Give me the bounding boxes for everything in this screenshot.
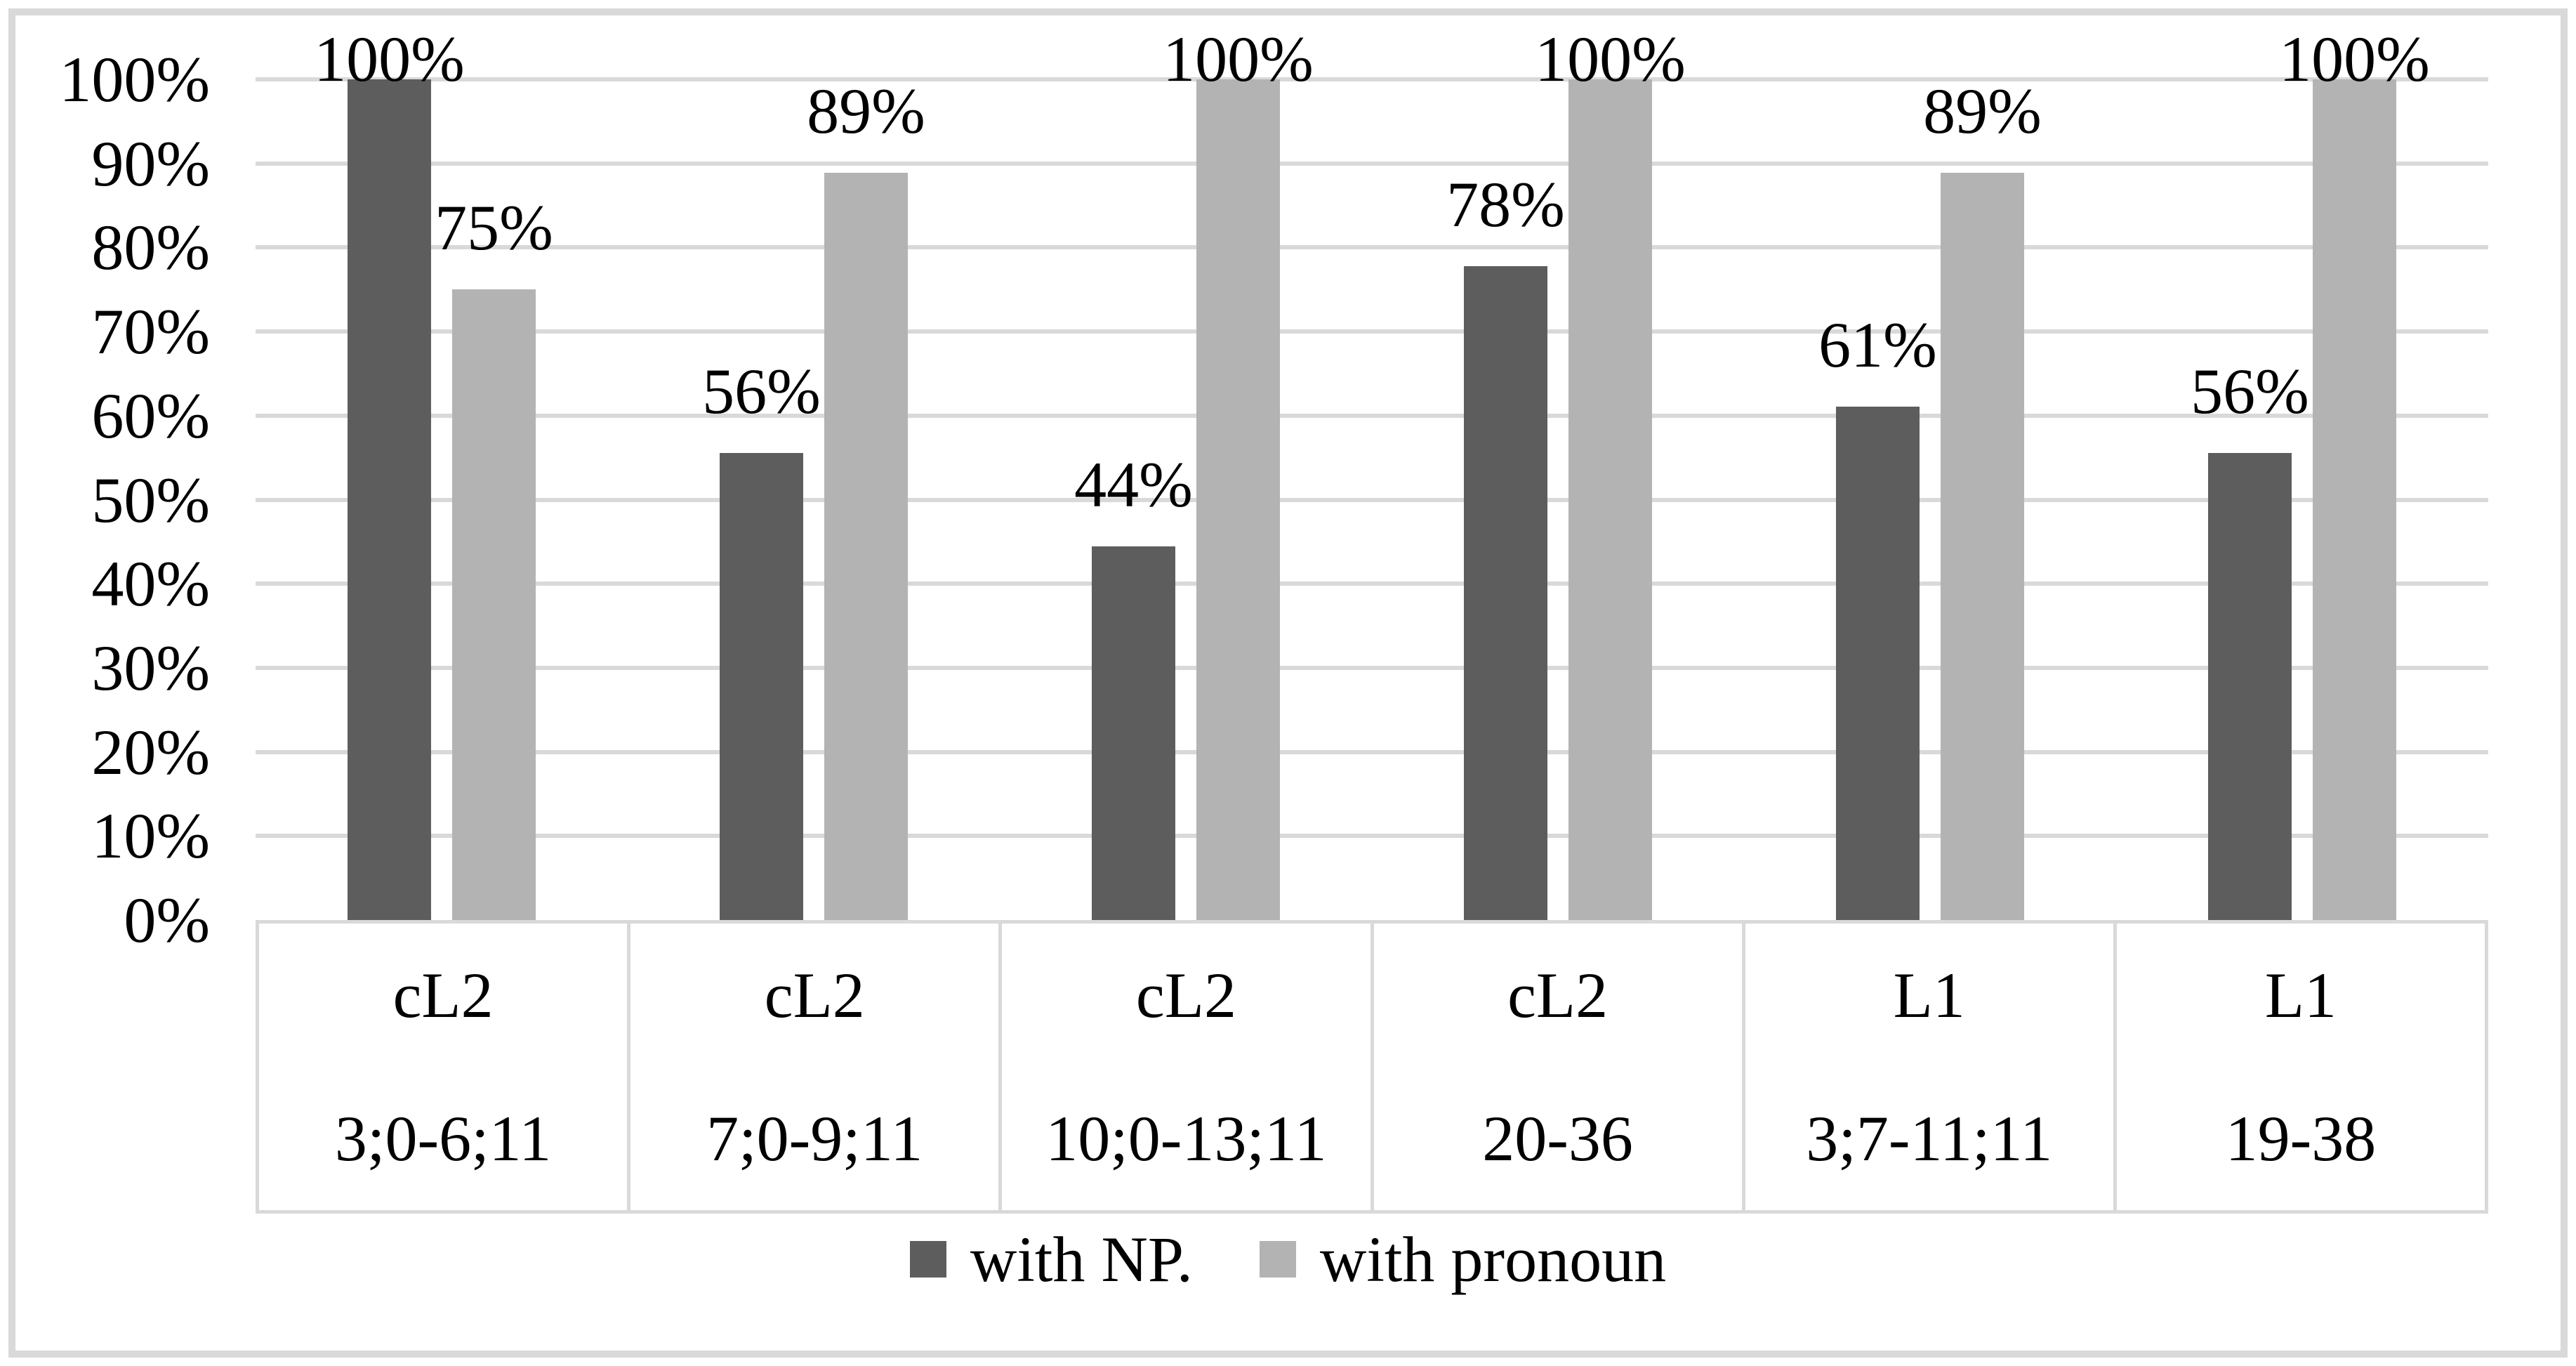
- category-cell-group2: cL2 7;0-9;11: [630, 924, 1003, 1210]
- category-age-range-label: 19-38: [2225, 1103, 2377, 1174]
- data-label: 100%: [1163, 23, 1314, 95]
- category-age-range-label: 3;7-11;11: [1806, 1103, 2053, 1174]
- category-age-range-label: 20-36: [1482, 1103, 1633, 1174]
- category-cell-group5: L1 3;7-11;11: [1745, 924, 2117, 1210]
- y-tick-label: 90%: [91, 127, 210, 199]
- gridline: [256, 582, 2488, 586]
- data-label: 100%: [314, 23, 465, 95]
- bar-np-group6: [2208, 452, 2292, 920]
- data-label: 100%: [2279, 23, 2430, 95]
- bar-pronoun-group5: [1941, 173, 2024, 920]
- plot-area: 100% 75% 56% 89% 44% 100% 78% 100% 61% 89% 56% 100%: [256, 27, 2488, 920]
- category-age-range-label: 10;0-13;11: [1045, 1103, 1327, 1174]
- gridline: [256, 497, 2488, 502]
- gridline: [256, 665, 2488, 670]
- category-cell-group1: cL2 3;0-6;11: [259, 924, 631, 1210]
- category-cell-group3: cL2 10;0-13;11: [1002, 924, 1374, 1210]
- y-axis: 100% 90% 80% 70% 60% 50% 40% 30% 20% 10% 0%: [15, 15, 210, 1351]
- gridline: [256, 77, 2488, 81]
- category-axis: cL2 3;0-6;11 cL2 7;0-9;11 cL2 10;0-13;11 cL2 20…: [256, 920, 2488, 1214]
- bar-pronoun-group1: [452, 289, 536, 920]
- legend-label: with pronoun: [1319, 1223, 1667, 1295]
- bar-np-group3: [1092, 546, 1175, 920]
- category-age-range-label: 3;0-6;11: [334, 1103, 552, 1174]
- legend-item-with-pronoun: with pronoun: [1259, 1223, 1667, 1295]
- legend-swatch-icon: [1259, 1241, 1296, 1278]
- data-label: 56%: [2191, 355, 2309, 427]
- y-tick-label: 100%: [59, 44, 210, 115]
- y-tick-label: 10%: [91, 800, 210, 872]
- category-cell-group6: L1 19-38: [2117, 924, 2485, 1210]
- data-label: 78%: [1446, 168, 1565, 240]
- category-group-label: L1: [1893, 959, 1965, 1031]
- category-group-label: cL2: [1507, 959, 1609, 1031]
- y-tick-label: 80%: [91, 211, 210, 284]
- category-age-range-label: 7;0-9;11: [706, 1103, 923, 1174]
- gridline: [256, 834, 2488, 839]
- category-group-label: L1: [2264, 959, 2337, 1031]
- data-label: 56%: [702, 355, 821, 427]
- gridline: [256, 413, 2488, 418]
- gridline: [256, 329, 2488, 334]
- gridline: [256, 749, 2488, 754]
- bar-np-group2: [720, 452, 803, 920]
- legend: with NP. with pronoun: [15, 1221, 2561, 1298]
- category-cell-group4: cL2 20-36: [1374, 924, 1745, 1210]
- bar-pronoun-group4: [1568, 79, 1652, 920]
- bar-np-group4: [1464, 265, 1547, 920]
- category-group-label: cL2: [764, 959, 865, 1031]
- bar-pronoun-group3: [1196, 79, 1280, 920]
- data-label: 44%: [1074, 449, 1193, 521]
- chart-outer-frame: 100% 90% 80% 70% 60% 50% 40% 30% 20% 10% 0% 100% 75…: [8, 8, 2568, 1358]
- data-label: 89%: [1923, 75, 2042, 147]
- y-tick-label: 60%: [91, 379, 210, 452]
- legend-item-with-np: with NP.: [909, 1223, 1193, 1295]
- legend-swatch-icon: [909, 1241, 946, 1278]
- gridline: [256, 245, 2488, 250]
- bar-np-group5: [1836, 406, 1920, 920]
- data-label: 75%: [435, 192, 553, 264]
- bar-np-group1: [348, 79, 431, 920]
- legend-label: with NP.: [970, 1223, 1193, 1295]
- data-label: 61%: [1818, 308, 1937, 381]
- y-tick-label: 20%: [91, 716, 210, 788]
- gridline: [256, 161, 2488, 166]
- category-group-label: cL2: [392, 959, 494, 1031]
- bar-pronoun-group6: [2313, 79, 2396, 920]
- bar-pronoun-group2: [824, 173, 908, 920]
- data-label: 89%: [807, 75, 925, 147]
- data-label: 100%: [1535, 23, 1686, 95]
- y-tick-label: 30%: [91, 631, 210, 704]
- y-tick-label: 70%: [91, 296, 210, 368]
- y-tick-label: 0%: [124, 884, 210, 956]
- category-group-label: cL2: [1135, 959, 1236, 1031]
- y-tick-label: 40%: [91, 548, 210, 620]
- y-tick-label: 50%: [91, 464, 210, 536]
